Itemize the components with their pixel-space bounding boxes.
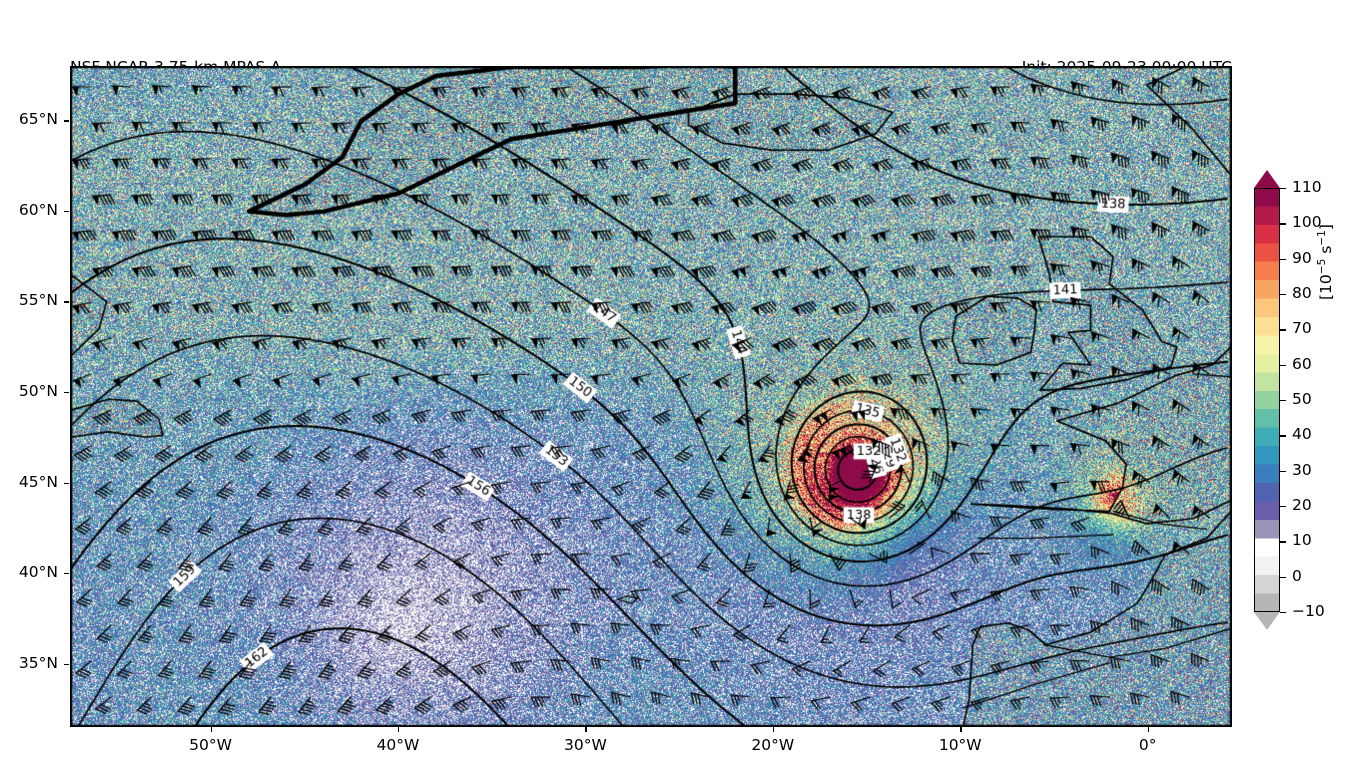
y-tick (64, 663, 69, 665)
y-tick (64, 210, 69, 213)
colorbar-tick (1280, 258, 1286, 260)
colorbar-tick-label: 80 (1292, 284, 1312, 302)
colorbar-tick-label: −10 (1292, 602, 1325, 620)
colorbar-tick (1280, 541, 1286, 543)
colorbar-tick (1280, 364, 1286, 366)
colorbar-tick (1280, 294, 1286, 296)
colorbar-tick-label: 40 (1292, 425, 1312, 444)
x-tick (1147, 727, 1149, 732)
vorticity-map-canvas (71, 67, 1231, 726)
colorbar-tick (1280, 470, 1286, 472)
y-tick (64, 573, 69, 575)
y-tick (64, 301, 69, 303)
y-tick (64, 482, 69, 484)
colorbar-outline (1254, 188, 1280, 612)
colorbar-tick-label: 30 (1292, 460, 1312, 479)
y-tick-label: 55°N (18, 291, 58, 310)
colorbar-tick-label: 20 (1292, 496, 1312, 514)
colorbar-tick (1280, 576, 1286, 578)
y-tick-label: 35°N (18, 653, 58, 672)
x-tick (397, 727, 400, 732)
colorbar-extend-min-arrow (1254, 612, 1280, 630)
colorbar-extend-max-arrow (1254, 170, 1280, 188)
map-plot-area (70, 66, 1232, 727)
colorbar-axis-label: [10−5 s−1] (1316, 224, 1336, 300)
colorbar (1254, 170, 1280, 630)
colorbar-tick (1280, 329, 1286, 331)
colorbar-tick-label: 50 (1292, 390, 1312, 408)
x-tick (210, 727, 212, 732)
colorbar-tick (1280, 506, 1286, 508)
x-tick-label: 10°W (938, 736, 982, 754)
x-tick-label: 20°W (751, 736, 795, 754)
colorbar-tick (1280, 400, 1286, 402)
y-tick-label: 65°N (18, 110, 58, 129)
colorbar-tick (1280, 223, 1286, 225)
x-tick-label: 0° (1138, 736, 1157, 754)
colorbar-tick-label: 10 (1292, 531, 1312, 550)
colorbar-gradient (1254, 188, 1280, 612)
colorbar-tick-label: 100 (1292, 213, 1322, 232)
colorbar-tick (1280, 612, 1286, 614)
colorbar-tick-label: 70 (1292, 319, 1312, 338)
colorbar-tick-label: 110 (1292, 178, 1322, 196)
y-tick-label: 45°N (18, 472, 58, 491)
x-tick (772, 727, 775, 732)
colorbar-tick-label: 90 (1292, 248, 1312, 267)
colorbar-tick-label: 0 (1292, 566, 1302, 585)
x-tick (960, 727, 962, 732)
y-tick-label: 50°N (18, 381, 58, 400)
colorbar-tick (1280, 188, 1286, 190)
y-tick-label: 40°N (18, 563, 58, 582)
y-tick (64, 391, 69, 394)
y-tick (64, 120, 69, 122)
colorbar-tick (1280, 435, 1286, 437)
x-tick-label: 50°W (189, 736, 232, 754)
x-tick-label: 40°W (376, 736, 420, 754)
colorbar-tick-label: 60 (1292, 354, 1312, 373)
x-tick-label: 30°W (563, 736, 607, 754)
y-tick-label: 60°N (18, 200, 58, 219)
x-tick (585, 727, 587, 732)
